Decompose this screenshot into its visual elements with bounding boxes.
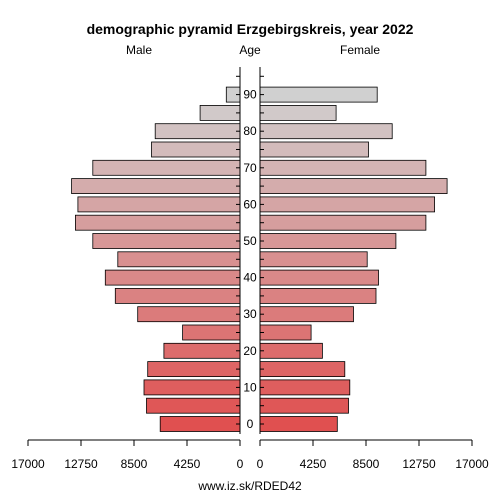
female-label: Female [340,43,380,57]
male-bar-10-14 [143,379,241,396]
female-bar-50-54 [259,233,397,249]
female-bar-45-49 [259,251,368,268]
male-bar-60-64 [77,196,241,213]
x-ticks: 17000 12750 8500 4250 0 0 4250 8500 12750 17000 [11,440,489,471]
female-bar-65-69 [259,178,448,195]
male-bar-20-24 [163,342,241,359]
x-tick-label-right: 0 [257,457,264,471]
female-bar-75-79 [259,141,369,158]
male-bar-30-34 [137,306,241,323]
female-bar-60-64 [259,196,436,213]
male-bar-80-84 [154,123,241,140]
age-tick-label: 70 [243,161,257,175]
age-tick-label: 10 [243,380,257,394]
female-bar-90+ [259,86,378,103]
male-bar-45-49 [117,251,241,268]
male-bar-15-19 [147,361,241,378]
female-bar-15-19 [259,361,346,378]
x-tick-label-right: 17000 [455,457,489,471]
male-bar-0-4 [159,416,241,432]
age-ticks: 0 10 20 30 40 50 60 70 80 90 [236,75,264,431]
x-tick-label-left: 12750 [64,457,98,471]
x-tick-label-left: 17000 [11,457,45,471]
female-bar-5-9 [259,397,349,414]
male-bar-40-44 [104,269,241,286]
age-label: Age [239,43,261,57]
female-bar-20-24 [259,342,323,359]
female-bar-85-89 [259,105,337,121]
age-tick-label: 0 [247,417,254,431]
female-bars [259,86,448,432]
female-bar-25-29 [259,324,312,341]
age-tick-label: 30 [243,307,257,321]
footer-source: www.iz.sk/RDED42 [197,479,302,493]
female-bar-40-44 [259,269,379,286]
female-bar-30-34 [259,306,354,323]
x-tick-label-left: 8500 [121,457,148,471]
female-bar-35-39 [259,287,377,304]
x-tick-label-right: 8500 [353,457,380,471]
age-tick-label: 80 [243,124,257,138]
x-tick-label-right: 12750 [402,457,436,471]
male-bar-35-39 [114,287,241,304]
age-tick-label: 20 [243,344,257,358]
male-bar-25-29 [182,324,241,341]
female-bar-70-74 [259,159,427,176]
female-bar-80-84 [259,123,393,140]
x-tick-label-right: 4250 [300,457,327,471]
female-bar-0-4 [259,416,338,432]
male-bar-65-69 [71,178,241,195]
male-label: Male [126,43,152,57]
age-tick-label: 40 [243,271,257,285]
male-bar-70-74 [92,159,241,176]
male-bar-50-54 [92,233,241,249]
age-tick-label: 50 [243,234,257,248]
male-bar-55-59 [75,214,241,231]
male-bar-75-79 [151,141,241,158]
age-tick-label: 60 [243,197,257,211]
male-bar-85-89 [199,105,241,121]
chart-title: demographic pyramid Erzgebirgskreis, yea… [87,21,414,37]
female-bar-55-59 [259,214,427,231]
female-bar-10-14 [259,379,351,396]
age-tick-label: 90 [243,88,257,102]
male-bar-5-9 [146,397,241,414]
x-tick-label-left: 0 [237,457,244,471]
male-bars [71,86,241,432]
x-tick-label-left: 4250 [174,457,201,471]
